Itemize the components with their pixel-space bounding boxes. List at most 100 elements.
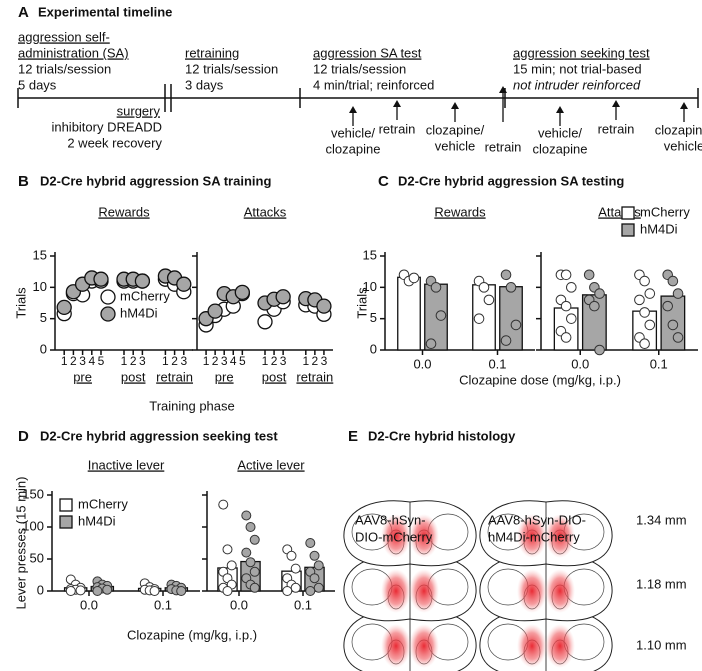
dot xyxy=(65,586,76,596)
subplot-title: Rewards xyxy=(434,204,486,219)
x-tick-label: 5 xyxy=(239,354,246,368)
x-tick-label: 3 xyxy=(180,354,187,368)
expression xyxy=(409,624,439,668)
phase-heading: administration (SA) xyxy=(18,45,129,60)
group-label: post xyxy=(262,369,287,384)
x-tick-label: 2 xyxy=(130,354,137,368)
dot xyxy=(500,335,512,346)
event-label: vehicle/ xyxy=(538,125,582,140)
dot xyxy=(309,573,320,584)
legend-marker xyxy=(100,289,116,305)
data-point xyxy=(316,298,332,314)
data-point xyxy=(275,289,291,305)
expression xyxy=(517,624,547,668)
dot xyxy=(672,288,684,299)
panel-title: D2-Cre hybrid aggression SA testing xyxy=(398,173,624,188)
dot xyxy=(75,585,86,596)
dot xyxy=(566,282,577,293)
dot xyxy=(245,522,256,532)
legend-label: mCherry xyxy=(640,204,690,219)
panel-title: D2-Cre hybrid histology xyxy=(368,428,516,443)
y-tick-label: 0 xyxy=(370,341,377,356)
event-label: vehicle xyxy=(435,138,475,153)
dot xyxy=(309,550,320,561)
subplot-title: Inactive lever xyxy=(88,457,165,472)
panel-title: Experimental timeline xyxy=(38,4,172,19)
surgery-heading: surgery xyxy=(117,103,161,118)
subplot-title: Attacks xyxy=(598,204,641,219)
legend-label: mCherry xyxy=(120,288,170,303)
data-point xyxy=(176,276,192,292)
dot xyxy=(510,319,522,331)
data-point xyxy=(93,271,109,287)
event-arrowhead xyxy=(451,102,459,109)
event-label: clozapine xyxy=(533,141,588,156)
x-tick-label: 1 xyxy=(61,354,68,368)
expression xyxy=(409,514,439,558)
phase-detail: 12 trials/session xyxy=(185,61,278,76)
legend-marker xyxy=(100,306,116,322)
x-tick-label: 0.1 xyxy=(488,356,506,371)
level-label: 1.10 mm xyxy=(636,637,687,652)
dot xyxy=(589,300,600,312)
phase-detail: 15 min; not trial-based xyxy=(513,61,642,76)
phase-heading: aggression SA test xyxy=(313,45,422,60)
phase-heading: retraining xyxy=(185,45,239,60)
dot xyxy=(483,294,495,306)
subplot-title: Rewards xyxy=(98,204,150,219)
x-tick-label: 1 xyxy=(203,354,210,368)
dot xyxy=(560,269,572,281)
panel-letter: D xyxy=(18,428,29,445)
event-label: clozapine xyxy=(326,141,381,156)
dot xyxy=(282,586,293,596)
panel-letter: E xyxy=(348,428,358,445)
expression xyxy=(517,569,547,613)
dot xyxy=(286,550,297,561)
dot xyxy=(560,300,572,312)
x-tick-label: 0.0 xyxy=(230,597,248,612)
y-tick-label: 100 xyxy=(22,518,44,533)
y-tick-label: 0 xyxy=(37,582,44,597)
group-label: retrain xyxy=(156,369,193,384)
phase-detail: 12 trials/session xyxy=(18,61,111,76)
group-label: retrain xyxy=(296,369,333,384)
y-tick-label: 5 xyxy=(40,310,47,325)
x-tick-label: 0.1 xyxy=(294,597,312,612)
data-point xyxy=(257,314,273,330)
y-axis-label: Trials xyxy=(13,287,28,319)
event-label: retrain xyxy=(598,121,635,136)
y-tick-label: 10 xyxy=(33,279,47,294)
bar xyxy=(397,276,421,351)
dot xyxy=(644,288,656,299)
dot xyxy=(313,560,324,571)
x-tick-label: 3 xyxy=(79,354,86,368)
legend-marker xyxy=(59,515,73,529)
y-tick-label: 150 xyxy=(22,486,44,501)
dot xyxy=(249,534,260,545)
phase-detail: 12 trials/session xyxy=(313,61,406,76)
expression xyxy=(409,569,439,613)
phase-heading: aggression self- xyxy=(18,29,110,44)
dot xyxy=(662,300,673,312)
x-tick-label: 1 xyxy=(302,354,309,368)
dot xyxy=(430,282,442,293)
vector-label: AAV8-hSyn-DIO- xyxy=(488,512,586,527)
dot xyxy=(176,586,187,596)
dot xyxy=(222,544,233,555)
legend-label: hM4Di xyxy=(640,221,678,236)
x-tick-label: 0.0 xyxy=(571,356,589,371)
legend-marker xyxy=(59,498,73,512)
dot xyxy=(305,586,316,596)
x-tick-label: 2 xyxy=(212,354,219,368)
y-tick-label: 15 xyxy=(363,247,377,262)
dot xyxy=(500,269,512,281)
subplot-title: Attacks xyxy=(244,204,287,219)
x-tick-label: 2 xyxy=(70,354,77,368)
dot xyxy=(583,269,595,281)
x-tick-label: 2 xyxy=(312,354,319,368)
group-label: post xyxy=(121,369,146,384)
dot xyxy=(245,557,256,568)
panel-title: D2-Cre hybrid aggression SA training xyxy=(40,173,271,188)
x-tick-label: 1 xyxy=(162,354,169,368)
